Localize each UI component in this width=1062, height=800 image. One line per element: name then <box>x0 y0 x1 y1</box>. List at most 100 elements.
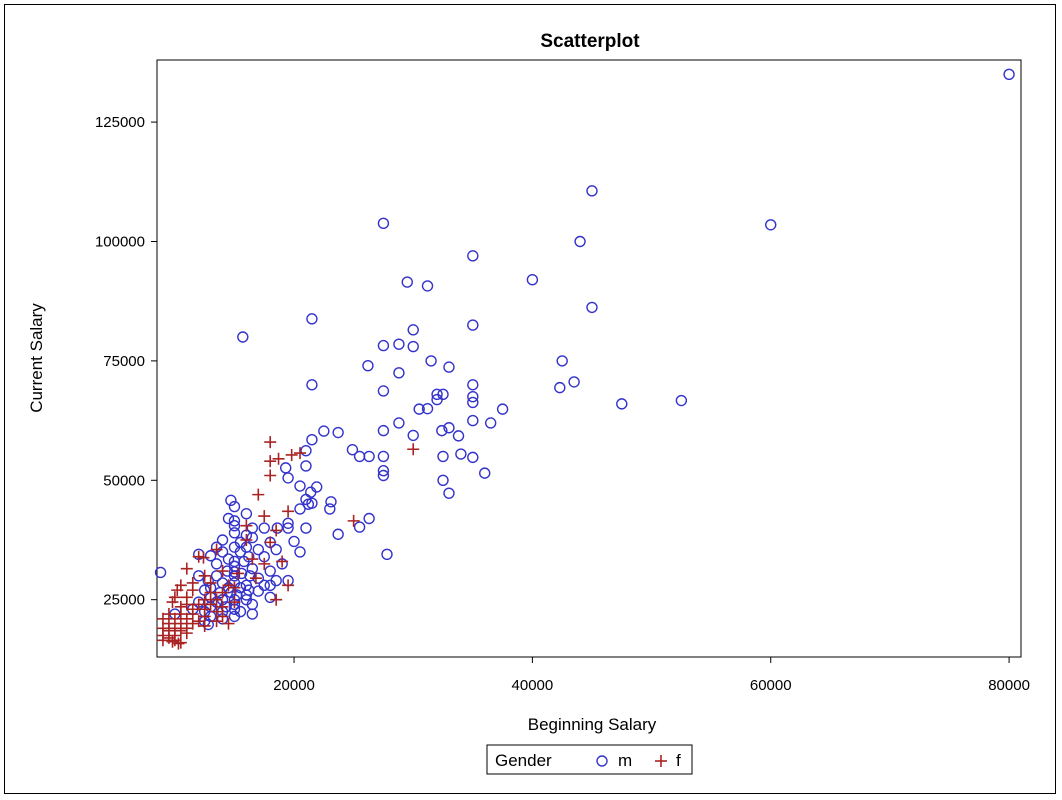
point-f <box>156 634 169 647</box>
point-m <box>204 550 217 562</box>
point-m <box>467 414 479 427</box>
legend: Gender m f <box>486 744 693 775</box>
point-m <box>353 521 366 533</box>
point-m <box>586 185 598 197</box>
x-tick-label: 60000 <box>750 677 792 694</box>
point-m <box>264 565 276 577</box>
point-m <box>765 219 777 231</box>
point-m <box>407 324 419 336</box>
point-m <box>586 301 598 314</box>
point-m <box>568 376 580 388</box>
point-m <box>362 359 374 372</box>
y-tick-label: 50000 <box>103 472 145 489</box>
point-f <box>264 536 277 549</box>
point-f <box>204 586 217 599</box>
x-tick-label: 40000 <box>512 677 554 694</box>
point-m <box>332 426 344 439</box>
point-m <box>325 496 337 508</box>
point-m <box>467 391 479 403</box>
point-m <box>393 367 405 379</box>
point-m <box>288 535 300 548</box>
point-m <box>467 396 479 409</box>
point-m <box>431 388 443 401</box>
point-f <box>258 557 271 570</box>
y-tick-label: 25000 <box>103 592 145 609</box>
point-m <box>216 534 229 546</box>
point-m <box>310 481 323 493</box>
point-f <box>240 519 253 532</box>
point-m <box>258 579 270 592</box>
point-m <box>413 403 425 415</box>
point-m <box>306 313 318 325</box>
legend-box <box>486 744 693 775</box>
point-m <box>377 217 390 230</box>
point-m <box>377 424 390 437</box>
point-f <box>252 488 265 501</box>
chart-frame <box>4 4 1056 794</box>
point-m <box>393 338 405 350</box>
point-m <box>270 543 282 556</box>
point-m <box>437 450 449 463</box>
point-f <box>180 627 193 640</box>
point-m <box>271 522 284 534</box>
point-f <box>166 635 179 648</box>
point-m <box>421 402 434 415</box>
legend-label-f: f <box>676 751 681 770</box>
point-m <box>246 531 259 544</box>
point-m <box>246 608 259 620</box>
point-f <box>210 615 223 628</box>
point-m <box>455 448 467 460</box>
point-m <box>264 591 276 603</box>
point-m <box>222 553 235 565</box>
point-m <box>437 474 449 486</box>
point-f <box>232 567 245 580</box>
legend-title: Gender <box>495 751 552 770</box>
point-m <box>228 570 241 582</box>
point-m <box>280 462 292 474</box>
point-m <box>228 610 241 623</box>
point-f <box>264 455 277 468</box>
point-f <box>282 579 295 592</box>
point-m <box>431 393 443 406</box>
plot-area <box>156 59 1022 658</box>
point-m <box>300 460 312 472</box>
point-f <box>198 619 211 632</box>
point-m <box>421 280 434 292</box>
point-m <box>616 398 628 410</box>
point-m <box>467 451 479 464</box>
point-m <box>264 579 276 592</box>
point-f <box>216 565 229 578</box>
point-m <box>154 566 167 579</box>
point-m <box>294 503 306 515</box>
y-tick-label: 100000 <box>95 233 145 250</box>
legend-marker-m <box>596 755 608 767</box>
point-m <box>252 543 264 556</box>
point-f <box>240 533 253 546</box>
point-m <box>324 503 336 515</box>
point-m <box>401 276 413 288</box>
point-f <box>210 543 223 556</box>
point-m <box>282 472 294 484</box>
point-m <box>305 486 317 498</box>
point-m <box>346 444 359 456</box>
point-m <box>234 546 247 558</box>
legend-label-m: m <box>618 751 632 770</box>
point-m <box>202 618 214 631</box>
point-f <box>249 572 262 585</box>
point-f <box>258 510 271 523</box>
point-m <box>393 417 405 429</box>
point-m <box>377 385 390 397</box>
point-f <box>246 553 259 566</box>
point-m <box>300 522 312 534</box>
point-m <box>258 522 270 534</box>
point-m <box>228 519 241 532</box>
point-m <box>381 548 393 561</box>
point-m <box>240 589 253 601</box>
point-m <box>479 467 491 479</box>
point-f <box>228 581 241 594</box>
point-m <box>574 235 586 248</box>
chart-title: Scatterplot <box>540 31 640 52</box>
point-m <box>222 512 235 525</box>
point-f <box>216 586 229 599</box>
point-m <box>282 517 294 529</box>
